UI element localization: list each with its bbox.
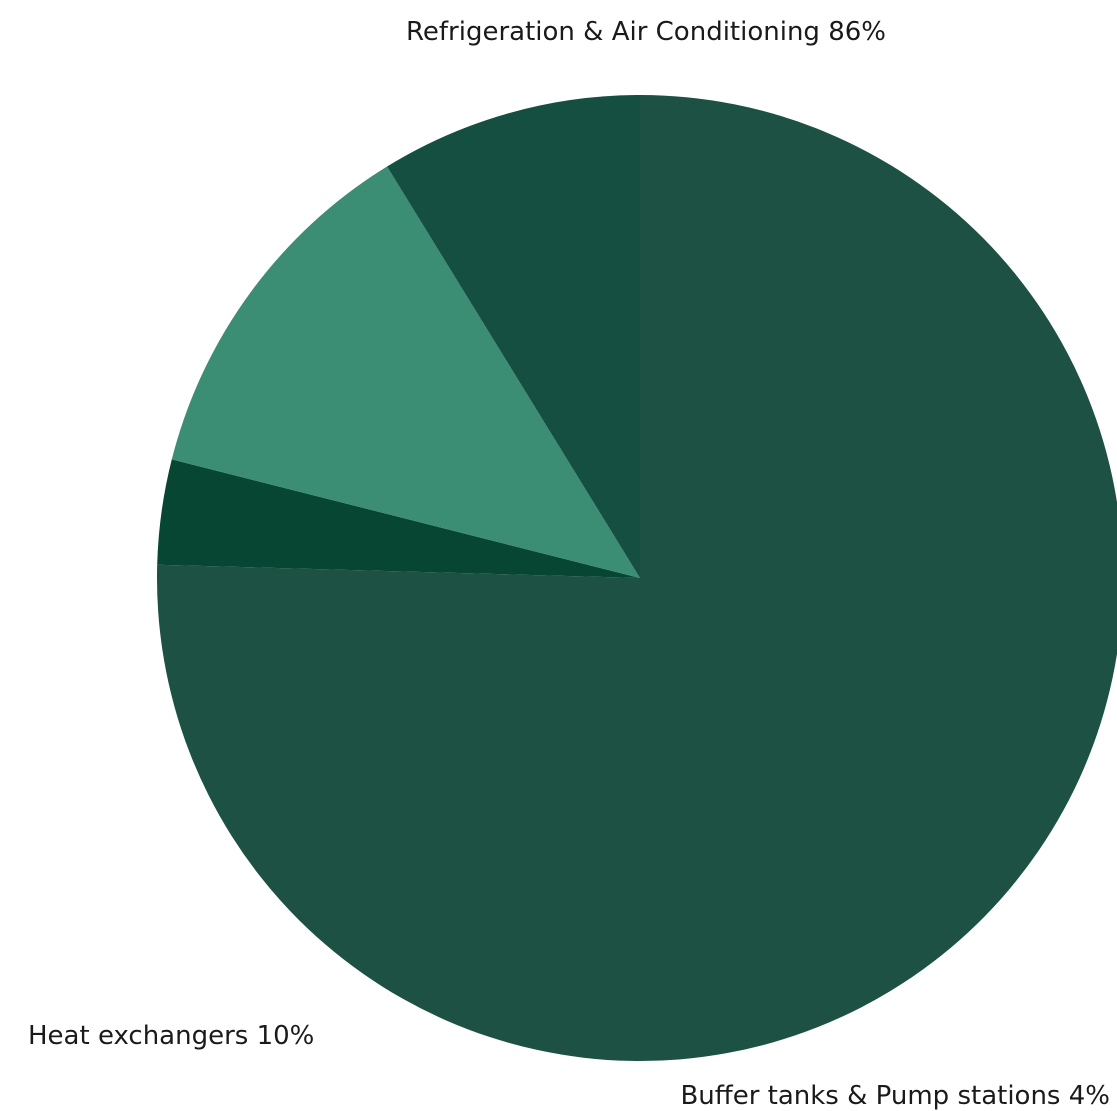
pie-slice-buffer-tanks-pump-stations xyxy=(157,459,640,578)
pie-slice-heat-exchangers xyxy=(387,95,640,578)
slice-label-refrigeration-air-conditioning: Refrigeration & Air Conditioning 86% xyxy=(406,17,886,47)
slice-label-buffer-tanks-pump-stations: Buffer tanks & Pump stations 4% xyxy=(680,1081,1110,1111)
pie-slices xyxy=(157,95,1117,1061)
pie-slice-2 xyxy=(171,166,640,578)
pie-slice-refrigeration-air-conditioning xyxy=(157,95,1117,1061)
slice-label-heat-exchangers: Heat exchangers 10% xyxy=(28,1021,314,1051)
